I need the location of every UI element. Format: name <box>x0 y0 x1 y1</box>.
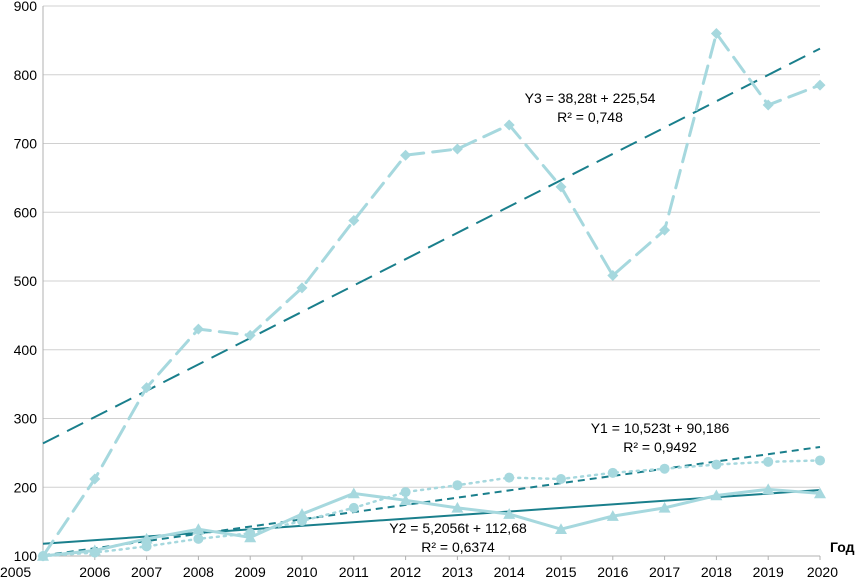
trend-r2-y3: R² = 0,748 <box>557 109 623 125</box>
x-tick-label: 2010 <box>286 564 317 580</box>
data-point-y1 <box>141 541 152 552</box>
trendline-y3 <box>42 47 821 445</box>
y-tick-label: 200 <box>14 479 38 495</box>
x-tick-label: 2012 <box>390 564 421 580</box>
data-point-y3 <box>141 382 153 394</box>
data-point-y3 <box>710 28 722 39</box>
x-tick-label: 2009 <box>235 564 266 580</box>
data-point-y1 <box>348 502 359 513</box>
trendlines <box>42 47 821 557</box>
data-point-y3 <box>555 181 567 193</box>
data-point-y2 <box>451 501 464 513</box>
y-tick-label: 800 <box>14 67 38 83</box>
data-point-y1 <box>711 459 722 470</box>
trend-equation-y2: Y2 = 5,2056t + 112,68 <box>389 520 527 536</box>
data-point-y2 <box>88 544 101 556</box>
x-tick-label: 2005 <box>0 564 31 580</box>
data-point-y2 <box>347 487 360 499</box>
data-point-y3 <box>296 282 308 294</box>
trend-equation-y3: Y3 = 38,28t + 225,54 <box>525 90 656 106</box>
data-point-y2 <box>140 532 153 544</box>
y-tick-label: 100 <box>14 548 38 564</box>
trend-r2-y1: R² = 0,9492 <box>623 439 697 455</box>
y-tick-label: 900 <box>14 0 38 14</box>
data-point-y2 <box>555 523 567 534</box>
data-point-y3 <box>400 149 412 161</box>
data-point-y1 <box>504 472 515 483</box>
x-axis-ticks: 2005 2006 2007 2008 2009 2010 2011 2012 2013 2014… <box>0 556 838 580</box>
data-point-y2 <box>192 523 205 534</box>
x-tick-label: 2006 <box>79 564 110 580</box>
x-tick-label: 2018 <box>701 564 732 580</box>
x-tick-label: 2019 <box>753 564 784 580</box>
data-point-y2 <box>814 487 826 499</box>
data-point-y2 <box>37 550 49 561</box>
data-point-y1 <box>193 533 204 544</box>
x-tick-label: 2015 <box>545 564 576 580</box>
data-point-y2 <box>296 508 308 519</box>
data-point-y2 <box>606 510 619 521</box>
data-point-y1 <box>400 487 411 498</box>
data-point-y2 <box>658 501 671 513</box>
trend-equations: Y3 = 38,28t + 225,54 R² = 0,748 Y1 = 10,52… <box>389 90 729 555</box>
y-tick-label: 700 <box>14 136 38 152</box>
x-tick-label: 2020 <box>807 564 838 580</box>
gridlines <box>42 5 820 557</box>
series-line-y3 <box>41 32 822 558</box>
trendline-y1 <box>42 446 821 557</box>
x-tick-label: 2007 <box>131 564 162 580</box>
x-tick-label: 2011 <box>339 564 369 580</box>
data-point-y2 <box>710 489 723 501</box>
series-line-y2 <box>41 487 822 558</box>
data-point-y2 <box>399 494 412 506</box>
data-point-y3 <box>659 224 671 236</box>
data-series <box>37 28 826 562</box>
data-point-y1 <box>763 456 774 467</box>
data-point-y2 <box>503 508 516 519</box>
data-point-y2 <box>244 531 257 543</box>
data-point-y3 <box>451 143 463 155</box>
x-tick-label: 2013 <box>442 564 473 580</box>
y-tick-label: 300 <box>14 411 38 427</box>
data-point-y1 <box>556 474 566 484</box>
x-axis-title: Год <box>830 539 855 555</box>
data-point-y2 <box>762 483 775 495</box>
x-tick-label: 2014 <box>494 564 525 580</box>
y-axis-ticks: 100 200 300 400 500 600 700 800 900 <box>14 0 38 564</box>
data-point-y1 <box>607 467 618 478</box>
data-point-y3 <box>762 99 774 111</box>
x-tick-label: 2008 <box>183 564 214 580</box>
trend-r2-y2: R² = 0,6374 <box>421 539 495 555</box>
data-point-y3 <box>503 119 515 131</box>
data-point-y3 <box>348 215 360 226</box>
data-point-y3 <box>607 270 619 281</box>
data-point-y1 <box>659 463 670 474</box>
y-tick-label: 500 <box>14 273 38 289</box>
y-tick-label: 400 <box>14 342 38 358</box>
data-point-y3 <box>244 329 256 341</box>
data-point-y1 <box>815 455 825 466</box>
trend-equation-y1: Y1 = 10,523t + 90,186 <box>591 420 730 436</box>
data-point-y3 <box>192 323 204 335</box>
y-tick-label: 600 <box>14 204 38 220</box>
x-tick-label: 2017 <box>649 564 680 580</box>
data-point-y1 <box>452 480 463 491</box>
data-point-y3 <box>89 473 101 485</box>
data-point-y3 <box>814 79 826 91</box>
x-tick-label: 2016 <box>597 564 628 580</box>
